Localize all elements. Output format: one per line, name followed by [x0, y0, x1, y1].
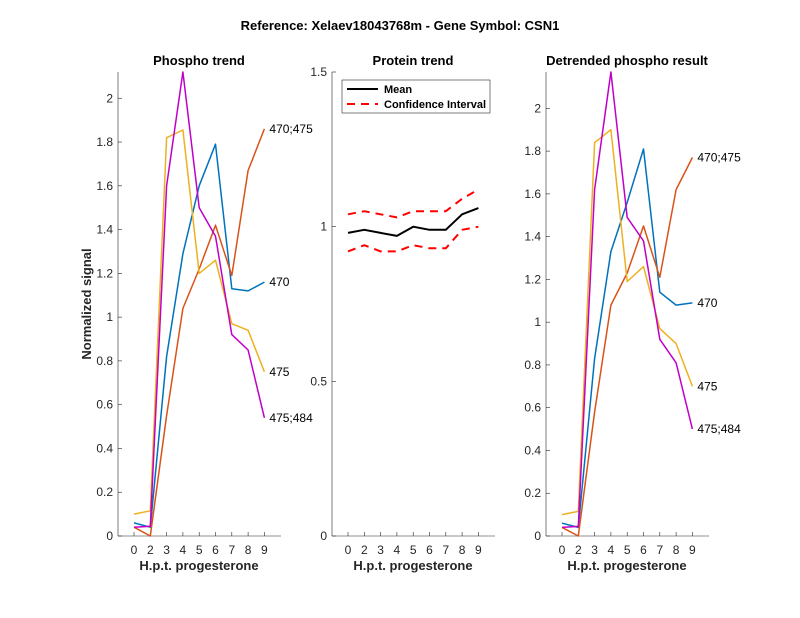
x-tick-label: 8 — [245, 543, 252, 557]
y-tick-label: 2 — [534, 101, 541, 115]
series-line-475-484 — [561, 71, 694, 529]
x-tick-label: 7 — [228, 543, 235, 557]
panel-title: Detrended phospho result — [546, 53, 708, 68]
series-line-confidence-interval-lower — [347, 225, 479, 253]
series-end-label: 470 — [269, 275, 289, 289]
y-tick-label: 1.8 — [524, 144, 541, 158]
detrended-phospho-panel: 00.20.40.60.811.21.41.61.820 2 3 4 5 6 7 8 94704… — [524, 53, 741, 573]
y-tick-label: 0.5 — [310, 374, 327, 388]
x-tick-label: 4 — [180, 543, 187, 557]
y-tick-label: 1.6 — [524, 187, 541, 201]
x-tick-label: 2 — [361, 543, 368, 557]
y-tick-label: 0.4 — [96, 441, 113, 455]
legend-box — [341, 79, 491, 114]
x-axis-label: H.p.t. progesterone — [567, 558, 686, 573]
x-tick-label: 7 — [656, 543, 663, 557]
series-end-label: 475;484 — [269, 411, 313, 425]
x-axis-label: H.p.t. progesterone — [353, 558, 472, 573]
y-axis-label: Normalized signal — [79, 248, 94, 359]
phospho-trend-panel: 00.20.40.60.811.21.41.61.820 2 3 4 5 6 7 8 94704… — [79, 53, 313, 573]
y-tick-label: 0.8 — [524, 358, 541, 372]
legend: Mean Confidence Interval — [341, 79, 491, 114]
panel-title: Protein trend — [373, 53, 454, 68]
y-tick-label: 1.2 — [524, 272, 541, 286]
y-tick-label: 2 — [106, 91, 113, 105]
y-tick-label: 1.4 — [96, 223, 113, 237]
series-line-475-484 — [133, 71, 266, 528]
x-tick-label: 8 — [459, 543, 466, 557]
x-tick-label: 5 — [624, 543, 631, 557]
y-tick-label: 1.2 — [96, 266, 113, 280]
x-tick-label: 4 — [608, 543, 615, 557]
series-line-470 — [561, 148, 693, 529]
x-tick-label: 7 — [442, 543, 449, 557]
x-tick-label: 2 — [575, 543, 582, 557]
series-line-confidence-interval-upper — [347, 188, 479, 219]
series-end-label: 470;475 — [269, 122, 313, 136]
x-tick-label: 9 — [261, 543, 268, 557]
panel-title: Phospho trend — [153, 53, 245, 68]
x-tick-label: 4 — [394, 543, 401, 557]
y-tick-label: 1.8 — [96, 135, 113, 149]
series-line-mean — [347, 207, 479, 237]
y-tick-label: 1 — [320, 220, 327, 234]
y-tick-label: 0.4 — [524, 443, 541, 457]
protein-trend-panel: 00.511.50 2 3 4 5 6 7 8 9 Protein trend H.p.t. p… — [310, 53, 495, 573]
y-tick-label: 0.8 — [96, 354, 113, 368]
y-tick-label: 1.5 — [310, 65, 327, 79]
x-tick-label: 3 — [591, 543, 598, 557]
legend-mean-label: Mean — [384, 84, 412, 96]
y-tick-label: 1 — [106, 310, 113, 324]
y-tick-label: 1 — [534, 315, 541, 329]
y-tick-label: 1.6 — [96, 179, 113, 193]
figure-title: Reference: Xelaev18043768m - Gene Symbol… — [241, 18, 560, 33]
series-line-475 — [133, 129, 266, 515]
x-tick-label: 0 — [345, 543, 352, 557]
x-tick-label: 2 — [147, 543, 154, 557]
legend-ci-label: Confidence Interval — [384, 99, 486, 111]
series-line-470 — [133, 143, 265, 528]
x-tick-label: 5 — [410, 543, 417, 557]
y-tick-label: 0 — [534, 529, 541, 543]
series-end-label: 475;484 — [697, 422, 741, 436]
x-axis-label: H.p.t. progesterone — [139, 558, 258, 573]
y-tick-label: 0.6 — [524, 401, 541, 415]
x-tick-label: 9 — [689, 543, 696, 557]
plot-area: 00.20.40.60.811.21.41.61.820 2 3 4 5 6 7 8 94704… — [524, 71, 741, 557]
x-tick-label: 3 — [377, 543, 384, 557]
plot-area: 00.20.40.60.811.21.41.61.820 2 3 4 5 6 7 8 94704… — [96, 71, 313, 557]
x-tick-label: 0 — [131, 543, 138, 557]
x-tick-label: 6 — [426, 543, 433, 557]
x-tick-label: 0 — [559, 543, 566, 557]
series-end-label: 470;475 — [697, 151, 741, 165]
y-tick-label: 0 — [106, 529, 113, 543]
series-line-470-475 — [561, 157, 694, 537]
y-tick-label: 0.6 — [96, 398, 113, 412]
series-end-label: 475 — [269, 365, 289, 379]
series-line-470-475 — [133, 128, 266, 537]
y-tick-label: 0.2 — [96, 485, 113, 499]
series-end-label: 475 — [697, 379, 717, 393]
x-tick-label: 3 — [163, 543, 170, 557]
series-end-label: 470 — [697, 296, 717, 310]
series-line-475 — [561, 128, 694, 516]
y-tick-label: 0.2 — [524, 486, 541, 500]
x-tick-label: 5 — [196, 543, 203, 557]
y-tick-label: 1.4 — [524, 230, 541, 244]
x-tick-label: 6 — [640, 543, 647, 557]
plot-area: 00.511.50 2 3 4 5 6 7 8 9 — [310, 65, 495, 557]
x-tick-label: 6 — [212, 543, 219, 557]
x-tick-label: 9 — [475, 543, 482, 557]
y-tick-label: 0 — [320, 529, 327, 543]
x-tick-label: 8 — [673, 543, 680, 557]
